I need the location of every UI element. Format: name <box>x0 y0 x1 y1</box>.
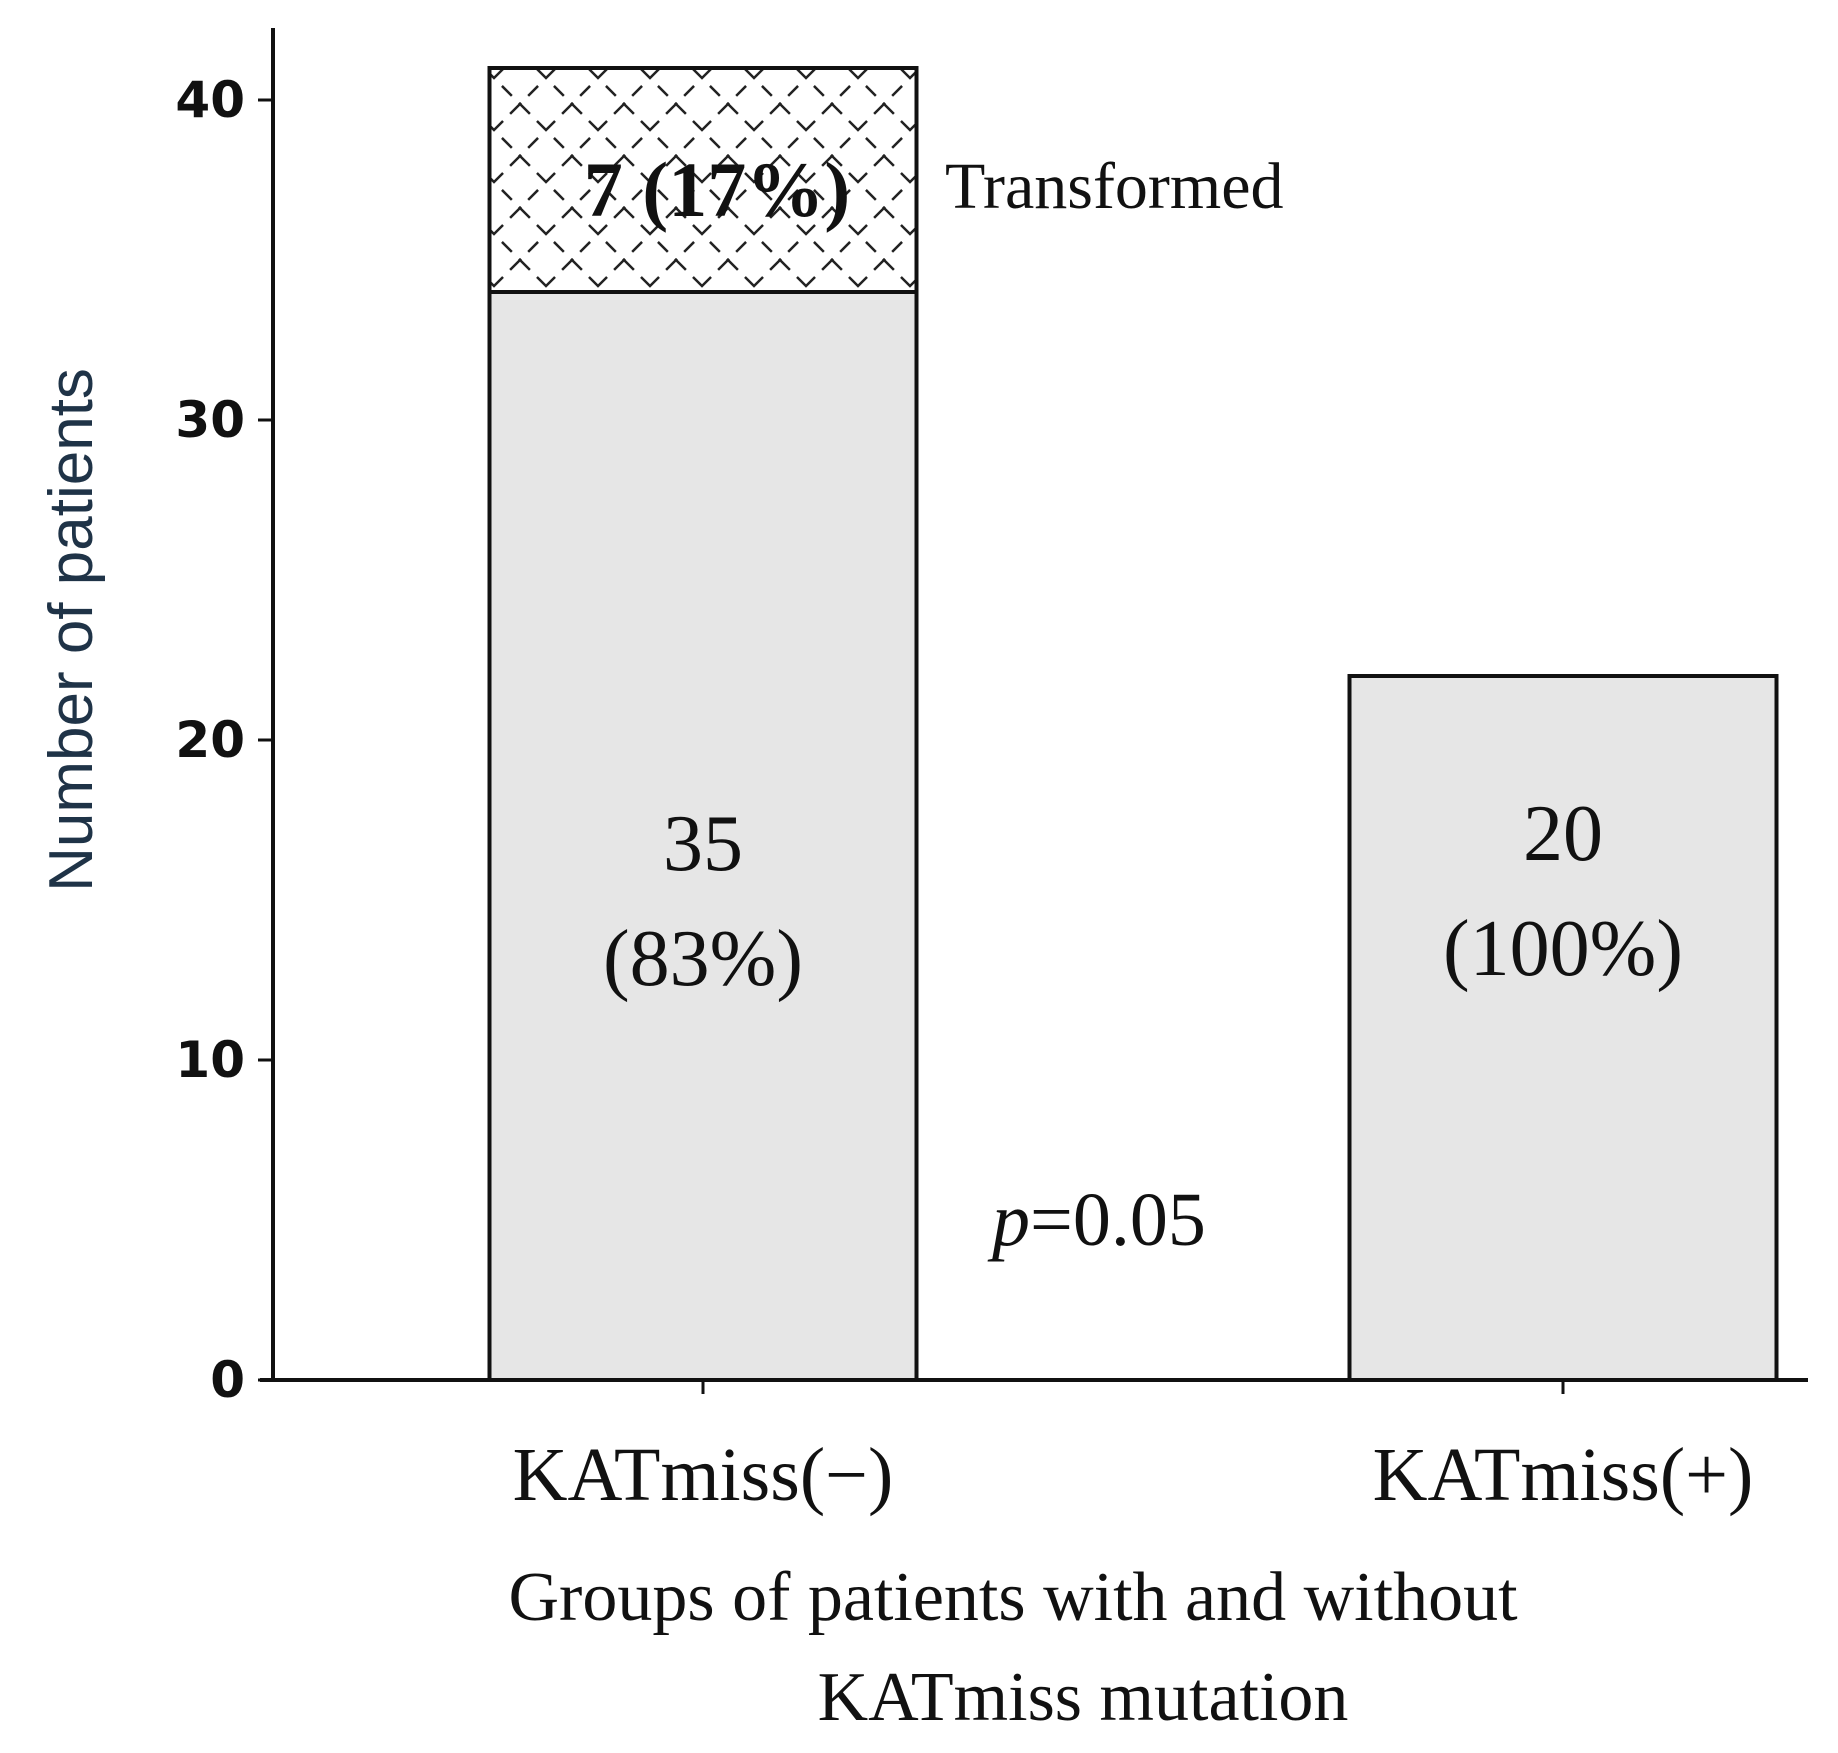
legend-label-transformed: Transformed <box>945 150 1284 223</box>
bar-label-transformed-0: 7 (17%) <box>584 146 850 233</box>
bar-not-transformed <box>1347 674 1779 1382</box>
y-tick-label: 0 <box>210 1351 245 1409</box>
y-tick-label: 40 <box>175 71 245 129</box>
y-tick-label: 10 <box>175 1031 245 1089</box>
bar-label-pct-1: (100%) <box>1443 905 1683 993</box>
x-axis-title-line-1: Groups of patients with and without <box>508 1559 1518 1636</box>
y-axis-title: Number of patients <box>37 368 106 892</box>
p-value-annotation: p=0.05 <box>987 1178 1206 1262</box>
y-tick-label: 20 <box>175 711 245 769</box>
bar-label-pct-0: (83%) <box>603 915 803 1003</box>
x-tick-label: KATmiss(−) <box>513 1433 894 1517</box>
x-axis-title-line-2: KATmiss mutation <box>818 1659 1349 1736</box>
y-tick-label: 30 <box>175 391 245 449</box>
bar-label-count-0: 35 <box>663 800 743 888</box>
x-tick-label: KATmiss(+) <box>1373 1433 1754 1517</box>
bar-label-count-1: 20 <box>1523 790 1603 878</box>
bar-transformed <box>487 66 919 294</box>
